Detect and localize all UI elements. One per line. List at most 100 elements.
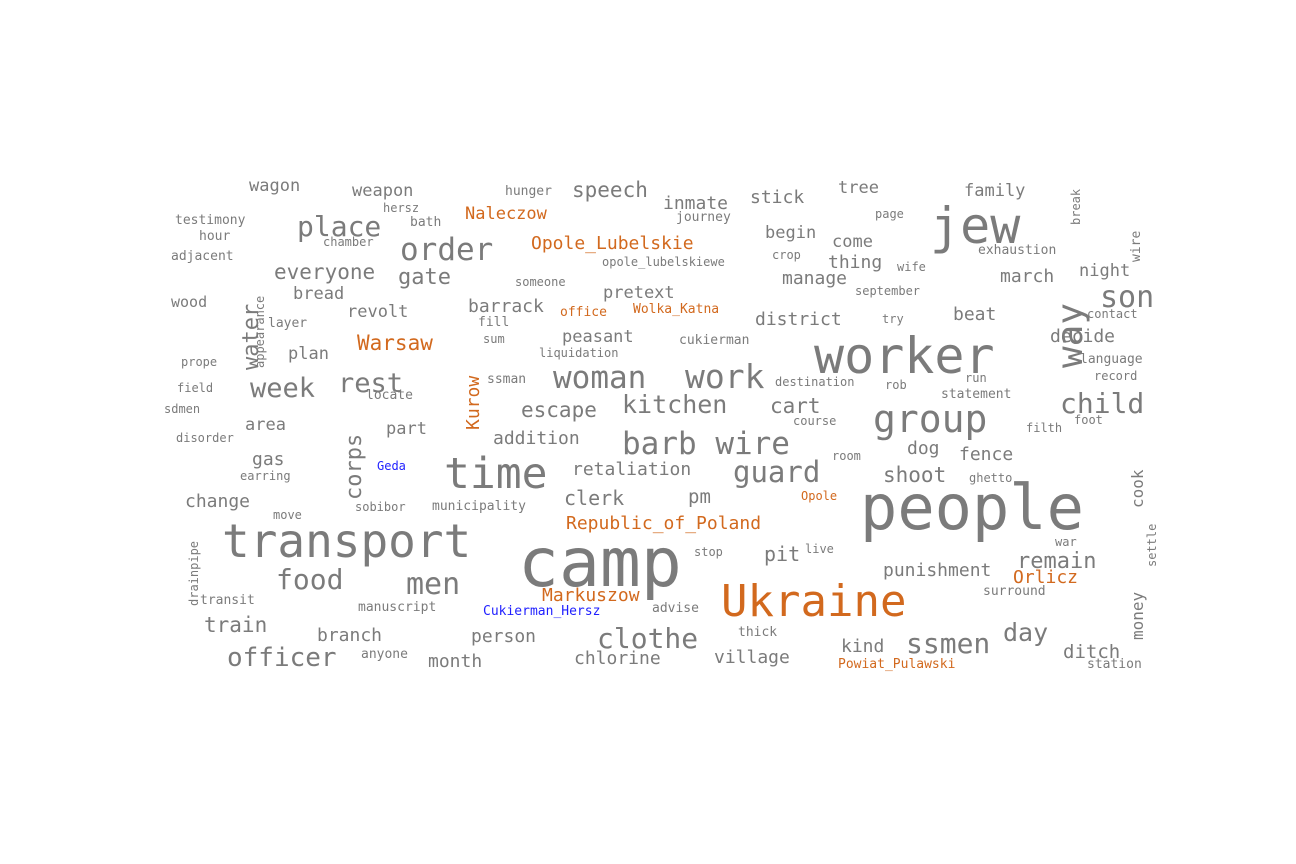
cloud-word-inmate: inmate [663,193,729,214]
cloud-word-transit: transit [200,593,255,608]
cloud-word-filth: filth [1026,421,1063,435]
cloud-word-stick: stick [750,187,805,208]
cloud-word-testimony: testimony [175,213,246,228]
cloud-word-course: course [793,414,837,428]
cloud-word-order: order [400,232,494,268]
cloud-word-money: money [1128,591,1147,640]
cloud-word-jew: jew [930,197,1021,255]
cloud-word-chlorine: chlorine [574,648,661,669]
cloud-word-wood: wood [171,293,208,311]
cloud-word-cart: cart [770,394,821,418]
cloud-word-powiat-pulawski: Powiat_Pulawski [838,657,956,672]
cloud-word-ssman: ssman [487,372,527,387]
cloud-word-weapon: weapon [352,181,414,201]
cloud-word-sum: sum [483,332,505,346]
cloud-word-chamber: chamber [323,235,374,249]
cloud-word-bath: bath [410,215,442,230]
cloud-word-locate: locate [366,388,413,403]
cloud-word-sdmen: sdmen [164,402,201,416]
cloud-word-manage: manage [782,268,848,289]
cloud-word-cukierman-hersz: Cukierman_Hersz [483,604,601,619]
cloud-word-language: language [1080,352,1143,367]
cloud-word-time: time [444,449,548,499]
cloud-word-remain: remain [1017,549,1097,574]
cloud-word-earring: earring [240,469,291,483]
cloud-word-opole: Opole [801,489,838,503]
cloud-word-hour: hour [199,229,231,244]
cloud-word-field: field [177,381,214,395]
cloud-word-statement: statement [941,387,1012,402]
cloud-word-pretext: pretext [603,283,675,303]
cloud-word-journey: journey [676,210,731,225]
cloud-word-naleczow: Naleczow [465,204,547,224]
cloud-word-geda: Geda [377,459,406,473]
cloud-word-adjacent: adjacent [171,249,234,264]
cloud-word-peasant: peasant [562,327,634,347]
cloud-word-clothe: clothe [597,622,699,655]
cloud-word-rob: rob [885,378,907,392]
cloud-word-station: station [1087,657,1142,672]
cloud-word-food: food [276,563,344,596]
cloud-word-disorder: disorder [176,431,234,445]
cloud-word-beat: beat [953,304,997,325]
cloud-word-municipality: municipality [432,499,526,514]
cloud-word-settle: settle [1145,523,1159,567]
cloud-word-liquidation: liquidation [539,346,619,360]
cloud-word-come: come [832,232,873,252]
cloud-word-ukraine: Ukraine [721,576,907,627]
cloud-word-opole-lubelskie: Opole_Lubelskie [531,233,694,254]
cloud-word-surround: surround [983,584,1046,599]
cloud-word-ditch: ditch [1063,641,1121,663]
cloud-word-cukierman: cukierman [679,333,750,348]
cloud-word-everyone: everyone [274,260,376,284]
cloud-word-officer: officer [227,643,337,673]
cloud-word-sobibor: sobibor [355,500,406,514]
cloud-word-gate: gate [398,265,451,290]
cloud-word-village: village [714,647,790,668]
cloud-word-exhaustion: exhaustion [978,243,1057,258]
cloud-word-cook: cook [1128,469,1147,508]
cloud-word-page: page [875,207,904,221]
cloud-word-speech: speech [572,178,648,202]
cloud-word-pm: pm [688,486,711,508]
cloud-word-wire: wire [1129,230,1144,262]
cloud-word-stop: stop [694,545,723,559]
cloud-word-orlicz: Orlicz [1013,567,1079,588]
cloud-word-rest: rest [338,368,404,399]
cloud-word-drainpipe: drainpipe [187,540,201,606]
cloud-word-shoot: shoot [883,463,947,487]
cloud-word-markuszow: Markuszow [542,585,640,606]
cloud-word-warsaw: Warsaw [357,331,433,355]
cloud-word-wolka-katna: Wolka_Katna [633,302,720,317]
cloud-word-fill: fill [478,315,510,330]
cloud-word-revolt: revolt [347,302,409,322]
cloud-word-day: day [1003,618,1049,647]
cloud-word-kitchen: kitchen [622,390,728,419]
cloud-word-clerk: clerk [564,486,625,510]
cloud-word-war: war [1055,535,1077,549]
cloud-word-move: move [273,508,302,522]
cloud-word-plan: plan [288,344,329,364]
cloud-word-barrack: barrack [468,296,544,317]
cloud-word-area: area [245,415,286,435]
cloud-word-change: change [185,491,251,512]
cloud-word-live: live [805,542,834,556]
cloud-word-guard: guard [733,455,821,489]
cloud-word-hersz: hersz [383,201,420,215]
cloud-word-dog: dog [907,438,940,459]
cloud-word-decide: decide [1050,326,1116,347]
cloud-word-corps: corps [342,433,367,500]
cloud-word-group: group [873,397,988,441]
cloud-word-work: work [685,357,765,396]
cloud-word-men: men [406,567,461,602]
cloud-word-woman: woman [553,360,647,396]
cloud-word-anyone: anyone [361,647,408,662]
cloud-word-barb-wire: barb wire [622,426,790,462]
cloud-word-opole-lubelskiewe: opole_lubelskiewe [602,255,725,269]
cloud-word-layer: layer [268,316,308,331]
cloud-word-wife: wife [897,260,926,274]
cloud-word-republic-of-poland: Republic_of_Poland [566,513,762,534]
cloud-word-kind: kind [841,636,885,657]
cloud-word-room: room [832,449,861,463]
cloud-word-run: run [965,371,987,385]
